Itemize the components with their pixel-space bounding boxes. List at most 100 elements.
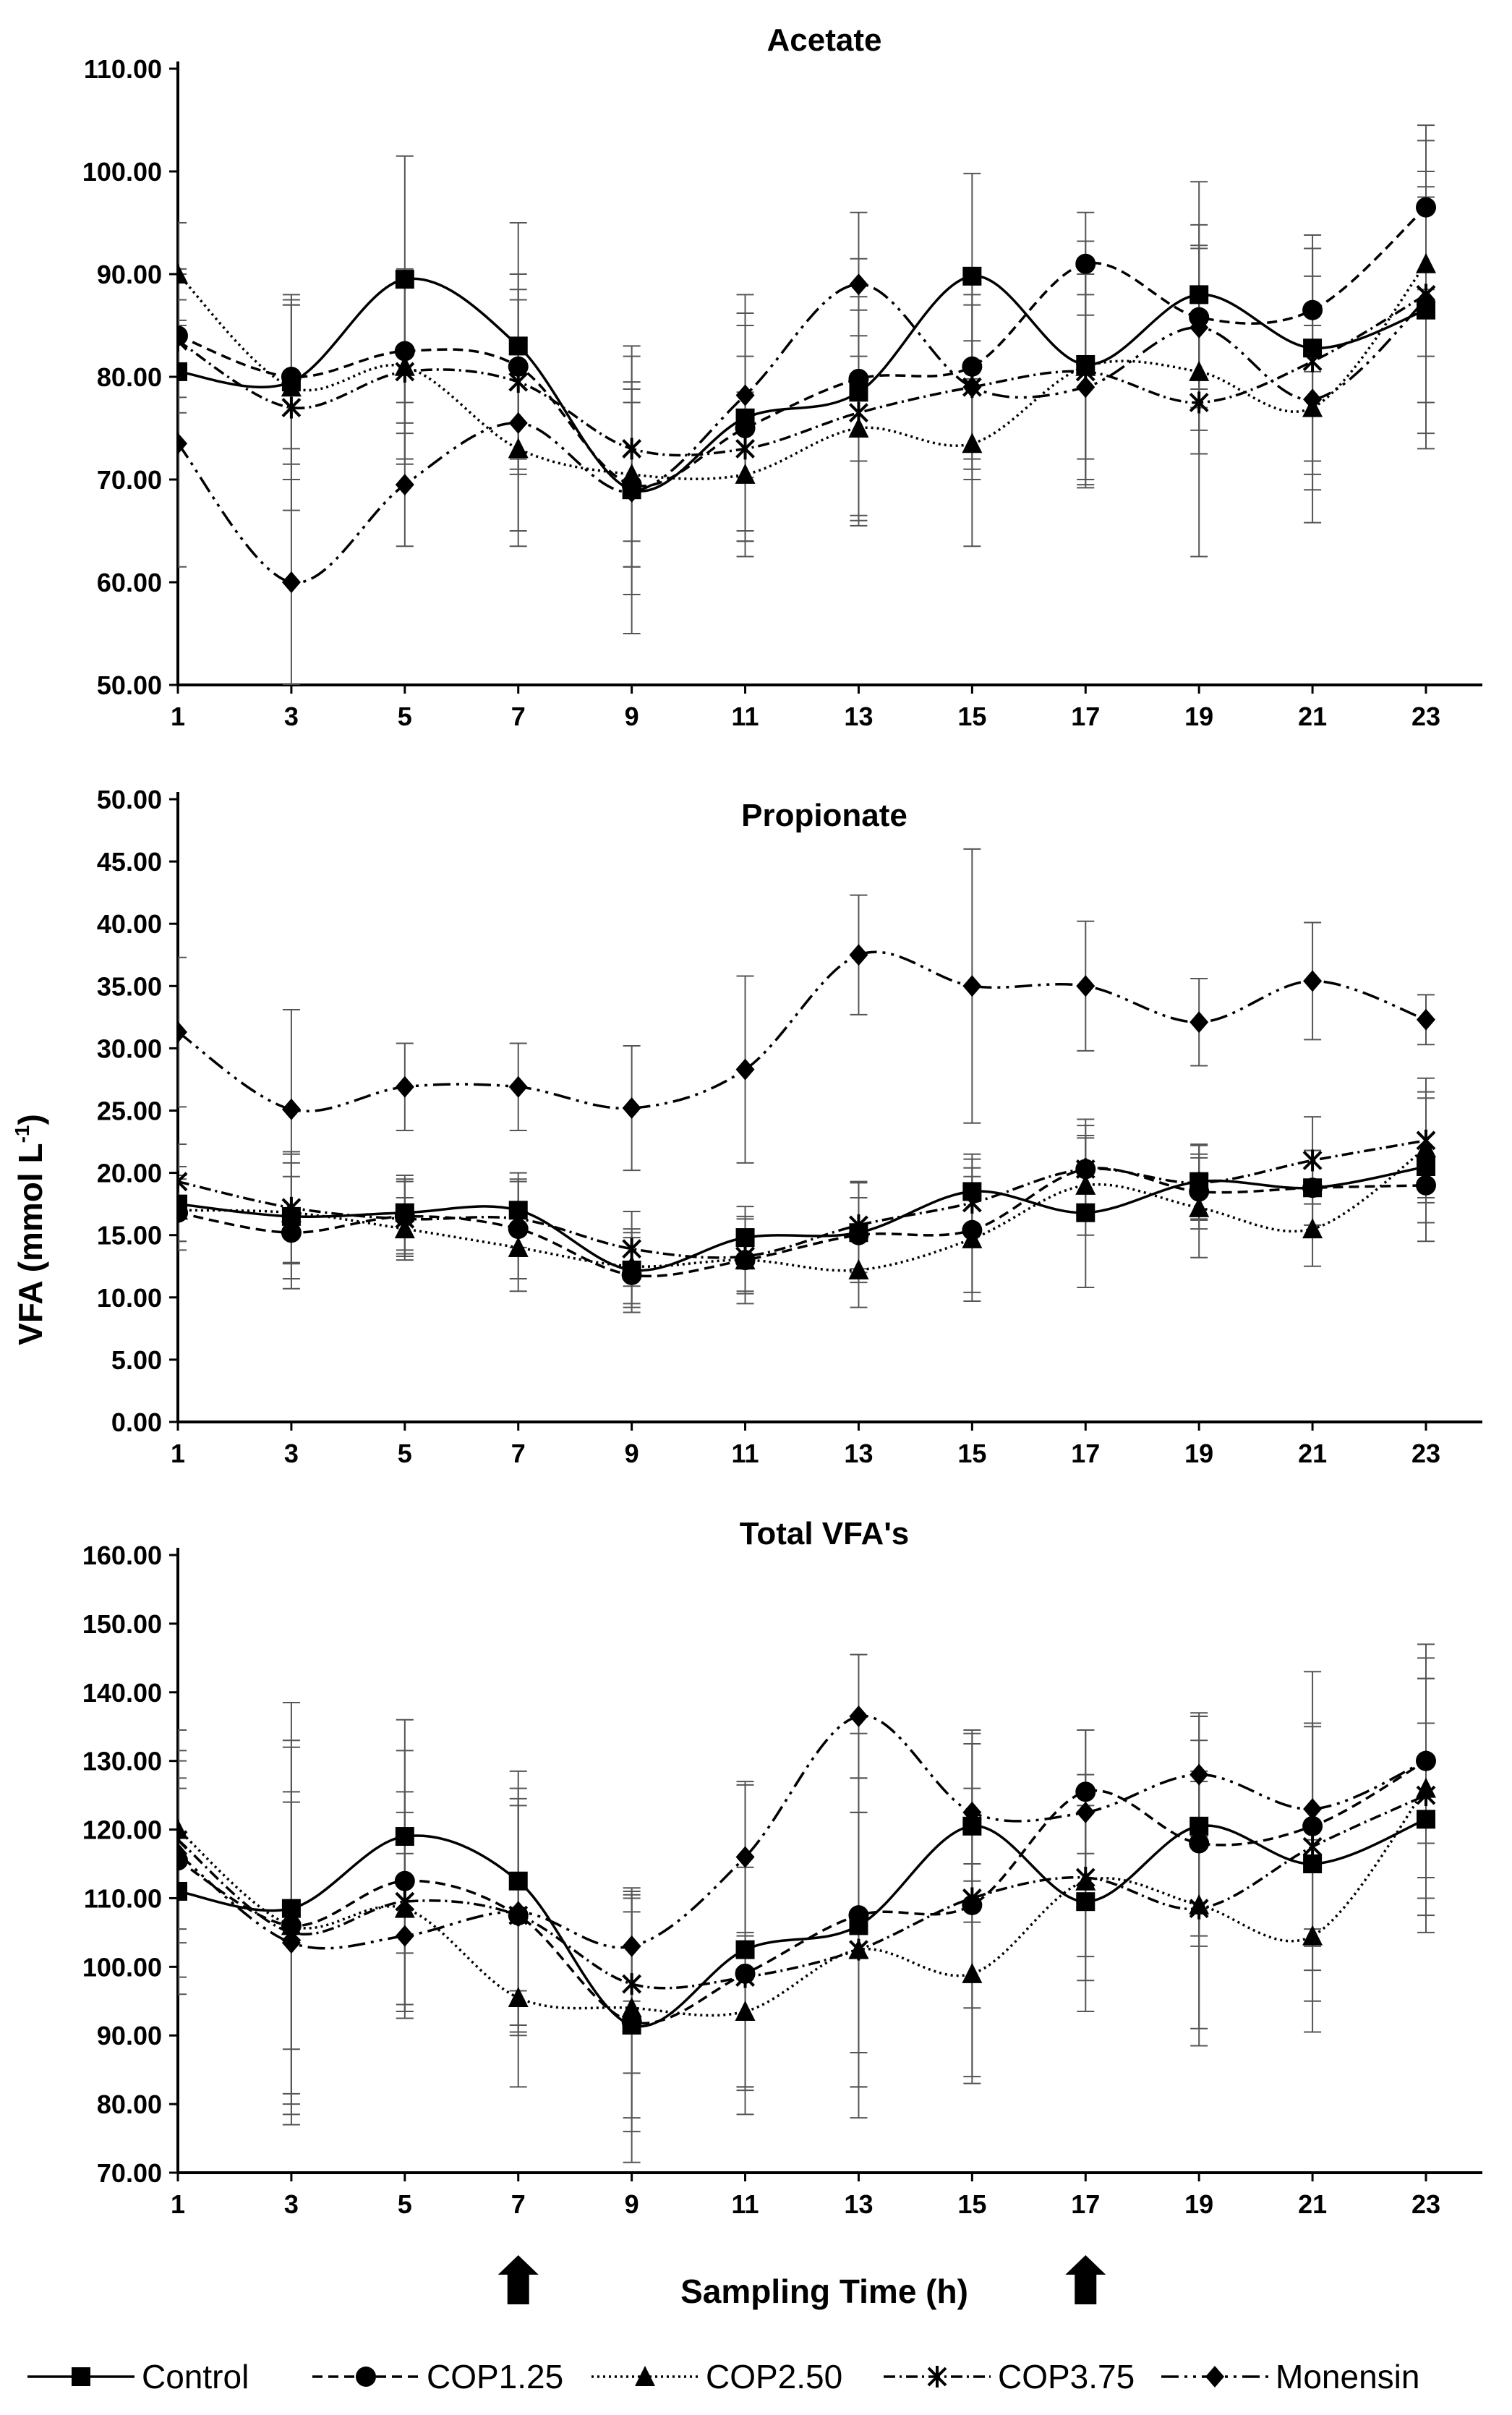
data-point: [395, 1925, 414, 1947]
data-point: [1189, 1816, 1209, 1836]
data-point: [1076, 1203, 1095, 1222]
x-tick-label: 1: [171, 2189, 185, 2219]
x-tick-label: 3: [284, 1439, 299, 1468]
data-point: [1303, 1854, 1323, 1873]
data-point: [1189, 1897, 1209, 1920]
y-tick-label: 140.00: [82, 1678, 162, 1708]
y-tick-label: 70.00: [97, 465, 162, 495]
series-line: [178, 283, 1427, 584]
x-tick-label: 17: [1071, 2189, 1100, 2219]
data-point: [395, 270, 414, 289]
data-point: [1075, 1866, 1095, 1888]
legend-label: Monensin: [1276, 2358, 1419, 2395]
data-point: [178, 362, 187, 381]
data-point: [622, 1935, 641, 1957]
data-point: [1302, 1177, 1323, 1198]
y-tick-label: 0.00: [111, 1407, 162, 1437]
x-tick-label: 19: [1184, 702, 1213, 731]
data-point: [1075, 1174, 1096, 1195]
x-tick-label: 15: [957, 2189, 986, 2219]
x-tick-label: 13: [844, 702, 873, 731]
data-point: [1417, 1157, 1435, 1176]
data-point: [962, 356, 983, 377]
legend-item-control: Control: [27, 2358, 249, 2395]
series-control: [178, 1157, 1435, 1279]
data-point: [621, 1255, 642, 1276]
series-cop3-75: [178, 284, 1436, 460]
y-tick-label: 150.00: [82, 1609, 162, 1639]
chart-panel-1: Acetate 110.00 100.00 90.00 80.00 70.00 60.00 5…: [82, 22, 1482, 731]
data-point: [1076, 1801, 1095, 1823]
y-tick-label: 110.00: [84, 1883, 162, 1913]
feeding-arrow-icon: [497, 2255, 539, 2304]
error-bars-control: [178, 1091, 1435, 1308]
data-point: [622, 1238, 642, 1260]
x-tick-label: 19: [1184, 2189, 1213, 2219]
data-point: [178, 263, 188, 284]
data-point: [395, 1076, 414, 1098]
data-point: [1417, 289, 1435, 311]
x-tick-label: 5: [398, 1439, 412, 1468]
y-tick-label: 25.00: [97, 1096, 162, 1126]
data-point: [849, 273, 868, 296]
data-point: [849, 1938, 868, 1961]
series-line: [178, 1139, 1427, 1259]
data-point: [1303, 388, 1323, 411]
y-tick-label: 80.00: [97, 2090, 162, 2119]
series-line: [178, 206, 1427, 487]
data-point: [735, 1846, 755, 1868]
data-point: [508, 412, 528, 434]
data-point: [1189, 316, 1209, 338]
data-point: [1189, 391, 1209, 414]
data-point: [508, 1236, 529, 1257]
data-point: [1416, 1175, 1436, 1196]
error-bars-cop1-25: [178, 124, 1435, 568]
data-point: [962, 1227, 983, 1248]
error-bars-monensin: [178, 1653, 1435, 2095]
data-point: [848, 1905, 869, 1926]
data-point: [178, 1842, 187, 1865]
legend-marker: [1205, 2366, 1224, 2388]
data-point: [281, 1098, 301, 1120]
x-tick-label: 9: [625, 702, 639, 731]
chart-title: Acetate: [767, 22, 882, 58]
data-point: [1075, 1781, 1096, 1802]
y-tick-label: 35.00: [97, 971, 162, 1001]
legend-item-cop3-75: COP3.75: [884, 2358, 1135, 2395]
data-point: [622, 1097, 641, 1120]
data-point: [178, 330, 188, 352]
data-point: [1075, 1158, 1095, 1180]
data-point: [735, 1058, 755, 1081]
data-point: [1076, 975, 1095, 997]
plot-area: [178, 848, 1436, 1313]
y-tick-label: 40.00: [97, 909, 162, 939]
data-point: [178, 1881, 187, 1901]
data-point: [735, 463, 756, 484]
feeding-arrows: [497, 2255, 1106, 2304]
data-point: [178, 1199, 188, 1220]
data-point: [849, 401, 868, 424]
data-point: [848, 1258, 869, 1279]
x-tick-label: 17: [1071, 702, 1100, 731]
data-point: [962, 433, 983, 453]
y-tick-label: 100.00: [82, 1952, 162, 1982]
data-point: [1189, 1172, 1209, 1194]
data-point: [394, 1870, 415, 1891]
error-bars-monensin: [178, 848, 1435, 1210]
series-line: [178, 1794, 1427, 1990]
x-tick-label: 15: [957, 702, 986, 731]
data-point: [622, 481, 641, 503]
data-point: [1302, 1218, 1323, 1239]
data-point: [281, 1222, 302, 1243]
feeding-arrow-icon: [1065, 2255, 1106, 2304]
data-point: [1417, 1810, 1435, 1829]
x-tick-label: 23: [1411, 1439, 1440, 1468]
data-point: [962, 975, 982, 997]
error-bars-cop3-75: [178, 140, 1435, 558]
legend-marker: [72, 2367, 90, 2386]
data-point: [735, 2001, 756, 2022]
data-point: [508, 438, 529, 459]
data-point: [1189, 1196, 1210, 1217]
data-point: [1189, 1763, 1209, 1786]
data-point: [735, 1966, 755, 1988]
